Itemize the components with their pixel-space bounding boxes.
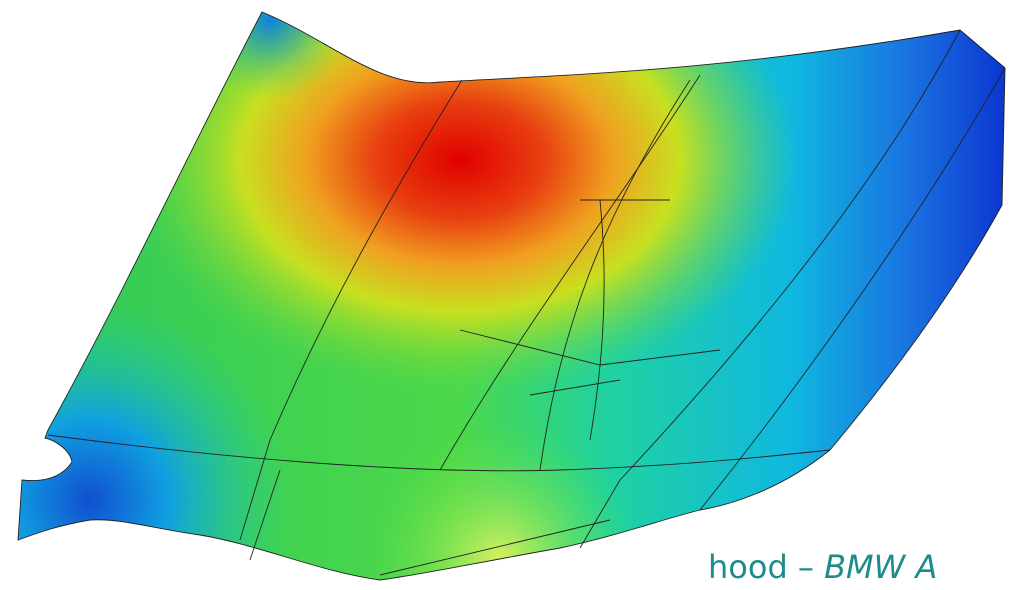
contour-field [0, 0, 1014, 590]
hood-contour-plot [0, 0, 1014, 590]
page: hood – BMW A [0, 0, 1014, 590]
caption-source: BMW A [824, 548, 937, 586]
caption: hood – BMW A [708, 548, 937, 586]
caption-prefix: hood – [708, 548, 824, 586]
